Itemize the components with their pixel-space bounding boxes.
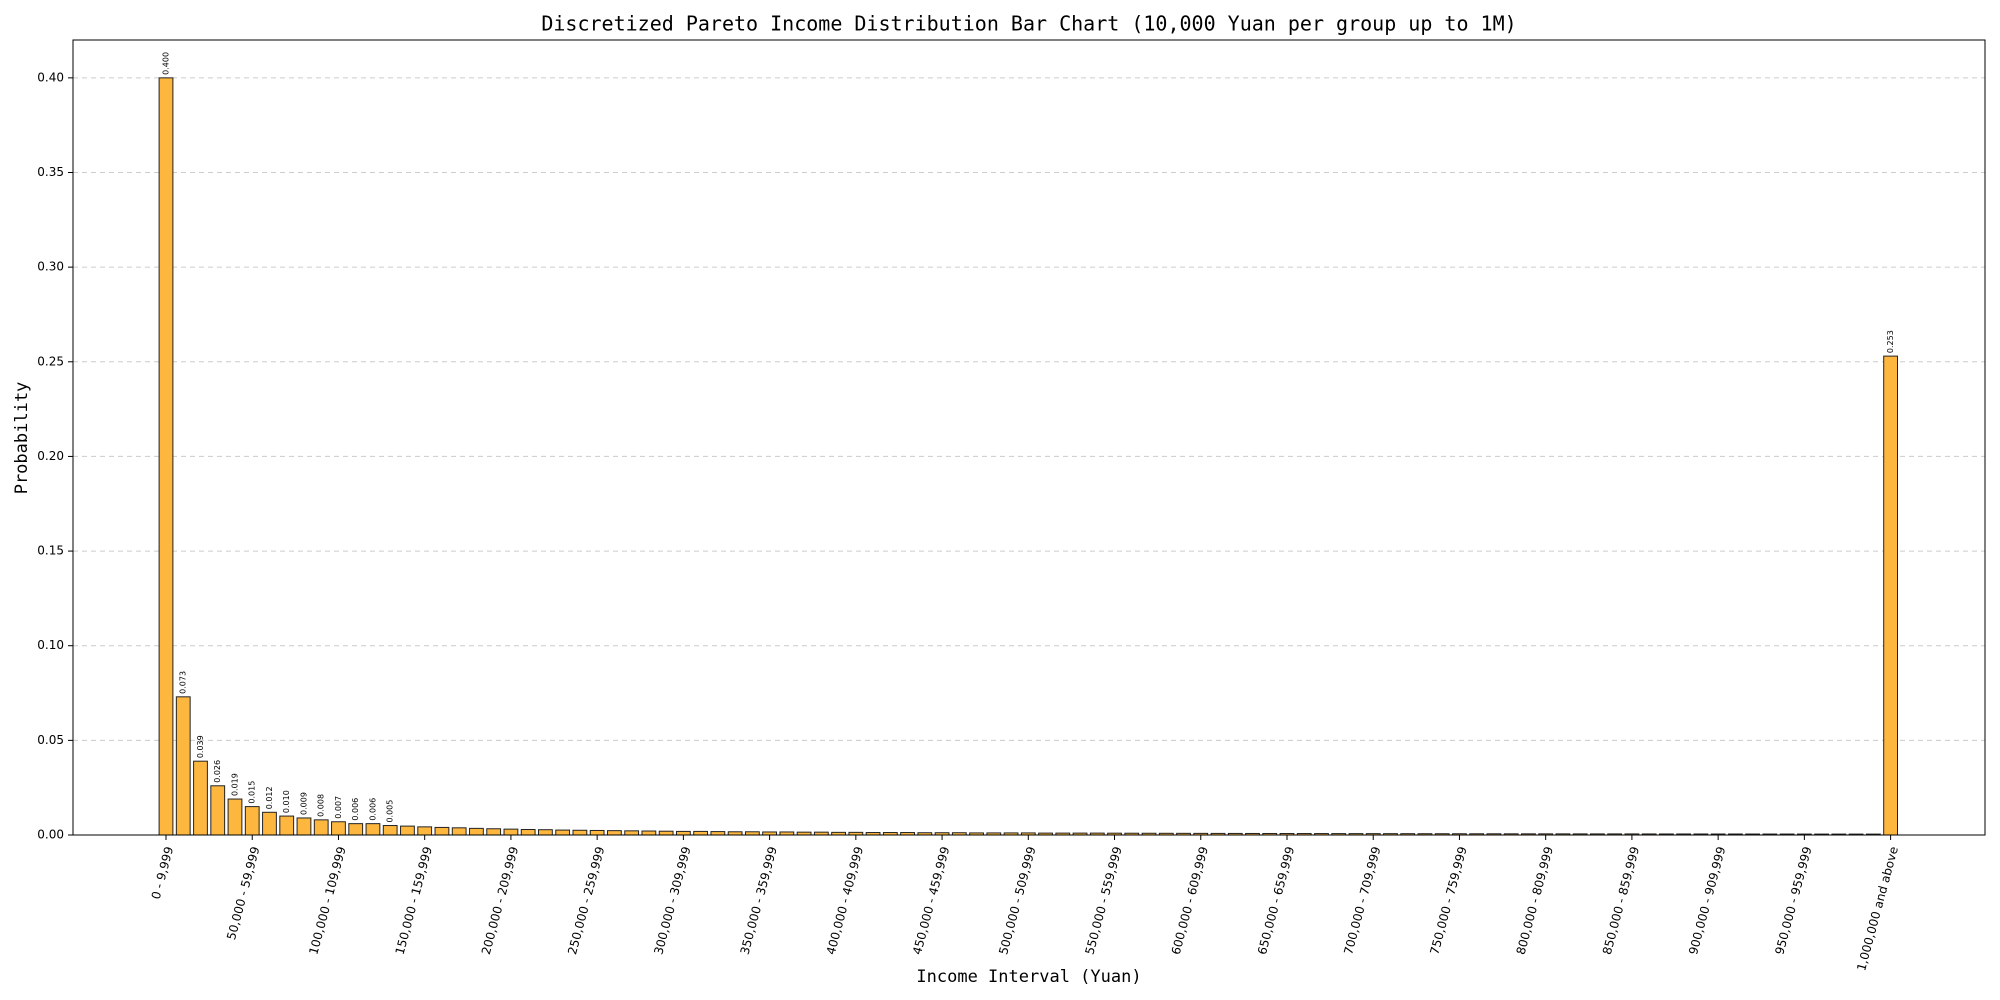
bar: [365, 823, 381, 836]
value-label: 0.006: [368, 798, 377, 821]
bar: [313, 819, 329, 836]
bar: [624, 830, 640, 836]
x-tick-label: 650,000 - 659,999: [1255, 845, 1297, 956]
value-label: 0.009: [299, 792, 308, 815]
x-tick-label: 950,000 - 959,999: [1772, 845, 1814, 956]
bar: [227, 798, 243, 836]
value-label: 0.008: [317, 794, 326, 817]
bar: [710, 831, 726, 836]
value-label: 0.010: [282, 790, 291, 813]
x-tick-label: 350,000 - 359,999: [738, 845, 780, 956]
x-tick-label: 450,000 - 459,999: [910, 845, 952, 956]
y-tick-label: 0.10: [37, 638, 64, 652]
plot-frame: [72, 39, 1986, 836]
x-axis-label: Income Interval (Yuan): [916, 967, 1141, 987]
value-label: 0.007: [334, 796, 343, 819]
chart-title: Discretized Pareto Income Distribution B…: [541, 12, 1516, 36]
value-label: 0.006: [351, 798, 360, 821]
y-tick-label: 0.30: [37, 260, 64, 274]
bar: [538, 829, 553, 836]
bar: [486, 828, 502, 836]
bar: [262, 811, 277, 836]
y-axis-label: Probability: [12, 382, 32, 495]
x-tick-label: 800,000 - 809,999: [1514, 845, 1556, 956]
bar: [503, 828, 519, 836]
bar: [348, 823, 364, 836]
x-tick-label: 850,000 - 859,999: [1600, 845, 1642, 956]
value-label: 0.026: [213, 760, 222, 783]
y-tick-label: 0.05: [37, 733, 64, 747]
bar: [572, 829, 588, 836]
bar: [589, 829, 605, 836]
x-tick-label: 50,000 - 59,999: [224, 845, 262, 941]
bar: [175, 696, 191, 836]
bar: [158, 77, 174, 836]
x-tick-label: 200,000 - 209,999: [479, 845, 521, 956]
x-tick-label: 500,000 - 509,999: [996, 845, 1038, 956]
bar: [675, 830, 691, 836]
value-label: 0.012: [265, 786, 274, 809]
value-label: 0.019: [230, 773, 239, 796]
bar: [520, 829, 536, 836]
y-tick-label: 0.40: [37, 70, 64, 84]
bar: [382, 825, 398, 836]
bar: [296, 817, 312, 836]
y-tick-label: 0.35: [37, 165, 64, 179]
x-tick-label: 1,000,000 and above: [1854, 845, 1901, 972]
bar: [434, 826, 450, 836]
bar: [693, 830, 709, 836]
x-tick-label: 0 - 9,999: [149, 845, 176, 901]
x-tick-label: 100,000 - 109,999: [306, 845, 348, 956]
bar: [193, 760, 208, 836]
bar: [641, 830, 657, 836]
value-label: 0.073: [179, 671, 188, 694]
bar: [417, 826, 433, 836]
value-label: 0.005: [386, 800, 395, 823]
y-tick-label: 0.20: [37, 449, 64, 463]
x-tick-label: 700,000 - 709,999: [1341, 845, 1383, 956]
x-tick-label: 250,000 - 259,999: [565, 845, 607, 956]
y-tick-label: 0.15: [37, 544, 64, 558]
value-label: 0.039: [196, 735, 205, 758]
bar: [279, 815, 295, 836]
bar: [244, 806, 260, 836]
x-tick-label: 300,000 - 309,999: [651, 845, 693, 956]
value-label: 0.400: [162, 52, 171, 75]
x-tick-label: 400,000 - 409,999: [824, 845, 866, 956]
x-tick-label: 900,000 - 909,999: [1686, 845, 1728, 956]
bar: [658, 830, 674, 836]
x-tick-label: 750,000 - 759,999: [1427, 845, 1469, 956]
bar: [1883, 355, 1898, 836]
y-tick-label: 0.25: [37, 354, 64, 368]
x-tick-label: 600,000 - 609,999: [1169, 845, 1211, 956]
bar: [331, 821, 346, 836]
bar: [469, 827, 484, 836]
bar: [606, 830, 622, 836]
x-tick-label: 150,000 - 159,999: [393, 845, 435, 956]
y-tick-label: 0.00: [37, 828, 64, 842]
bar: [210, 785, 226, 836]
x-tick-label: 550,000 - 559,999: [1083, 845, 1125, 956]
value-label: 0.253: [1886, 330, 1895, 353]
bar: [400, 825, 415, 836]
value-label: 0.015: [248, 781, 257, 804]
bar: [451, 827, 467, 836]
bar: [555, 829, 571, 836]
